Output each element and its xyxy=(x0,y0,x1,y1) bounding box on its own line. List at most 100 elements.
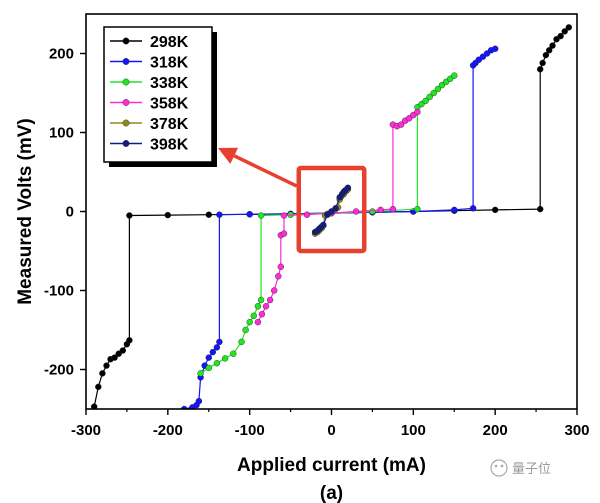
watermark-text: 量子位 xyxy=(512,462,551,477)
data-point xyxy=(257,212,265,219)
axis-ticks xyxy=(80,52,578,415)
data-point xyxy=(221,355,229,362)
data-point xyxy=(280,230,288,237)
data-point xyxy=(422,97,429,105)
data-point xyxy=(164,211,172,219)
data-point xyxy=(303,211,311,218)
data-point xyxy=(469,205,477,212)
legend-box xyxy=(103,26,213,163)
series-layer xyxy=(91,24,572,409)
x-tick-label: -200 xyxy=(153,422,183,439)
data-point xyxy=(492,206,499,214)
legend-marker xyxy=(122,140,130,147)
data-point xyxy=(126,212,133,219)
data-point xyxy=(377,206,384,214)
data-point xyxy=(254,303,262,310)
y-tick-label: 200 xyxy=(49,46,74,63)
data-point xyxy=(277,263,284,270)
data-point xyxy=(246,211,253,218)
watermark-icon-eye xyxy=(500,464,504,468)
data-point xyxy=(537,205,544,213)
watermark: 量子位 xyxy=(490,459,551,477)
data-point xyxy=(205,354,213,361)
x-tick-label: -100 xyxy=(235,422,265,439)
data-point xyxy=(539,59,546,67)
data-point xyxy=(451,206,458,214)
y-tick-label: 100 xyxy=(49,125,74,142)
data-point xyxy=(205,364,213,372)
data-point xyxy=(213,360,221,367)
data-point xyxy=(91,403,98,409)
x-axis-title: Applied current (mA) xyxy=(237,455,426,476)
data-point xyxy=(430,89,437,97)
watermark-icon xyxy=(490,459,508,477)
data-point xyxy=(271,287,278,294)
x-tick-label: 100 xyxy=(401,422,426,439)
x-tick-labels: -300 -200 -100 0 100 200 300 xyxy=(71,422,590,439)
arrow-shaft xyxy=(233,154,298,188)
y-tick-label: 0 xyxy=(66,204,74,221)
y-axis-title: Measured Volts (mV) xyxy=(15,118,36,305)
arrow-head xyxy=(218,147,239,164)
data-point xyxy=(352,208,360,215)
data-point xyxy=(275,273,282,280)
data-point xyxy=(451,72,458,79)
legend-item-318K: 318K xyxy=(110,55,189,72)
highlight-box xyxy=(296,165,367,254)
series-398K xyxy=(311,184,352,236)
series-318K xyxy=(181,45,499,409)
data-point xyxy=(257,296,265,304)
legend-item-398K: 398K xyxy=(110,137,189,154)
data-point xyxy=(397,121,405,128)
data-point xyxy=(254,318,262,326)
data-point xyxy=(238,338,245,346)
data-point xyxy=(213,344,221,351)
data-point xyxy=(216,211,223,218)
x-tick-label: 0 xyxy=(327,422,335,439)
legend-label: 378K xyxy=(150,116,189,133)
x-tick-label: 200 xyxy=(483,422,508,439)
data-point xyxy=(242,326,249,334)
data-point xyxy=(195,397,203,405)
data-point xyxy=(209,348,217,356)
series-338K xyxy=(197,72,458,377)
legend-label: 398K xyxy=(150,137,189,154)
data-point xyxy=(119,347,127,354)
data-point xyxy=(205,211,213,218)
data-point xyxy=(492,45,499,52)
legend-marker xyxy=(122,119,130,127)
data-point xyxy=(103,362,110,369)
data-point xyxy=(414,205,421,213)
legend: 298K 318K 338K 358K 378K 398K xyxy=(103,26,217,167)
data-point xyxy=(99,370,106,377)
data-point xyxy=(546,47,553,54)
series-line xyxy=(200,75,455,374)
data-point xyxy=(426,93,433,101)
data-point xyxy=(280,212,288,219)
data-point xyxy=(111,354,118,361)
series-358K xyxy=(254,108,421,326)
data-point xyxy=(369,208,376,215)
data-point xyxy=(126,337,133,344)
legend-marker xyxy=(122,58,130,65)
data-point xyxy=(197,370,204,377)
watermark-icon-eye xyxy=(494,464,498,468)
data-point xyxy=(557,32,564,40)
legend-item-298K: 298K xyxy=(110,34,189,51)
legend-item-338K: 338K xyxy=(110,75,189,92)
annotation-arrow xyxy=(218,147,298,188)
subfigure-label: (a) xyxy=(320,483,343,503)
data-point xyxy=(414,108,421,116)
data-point xyxy=(561,28,568,35)
data-point xyxy=(565,24,572,31)
data-point xyxy=(262,303,270,310)
legend-label: 358K xyxy=(150,96,189,113)
legend-label: 338K xyxy=(150,75,189,92)
data-point xyxy=(332,205,339,212)
data-point xyxy=(250,312,258,319)
legend-item-378K: 378K xyxy=(110,116,189,133)
data-point xyxy=(216,338,223,346)
x-tick-label: -300 xyxy=(71,422,101,439)
data-point xyxy=(95,383,102,391)
